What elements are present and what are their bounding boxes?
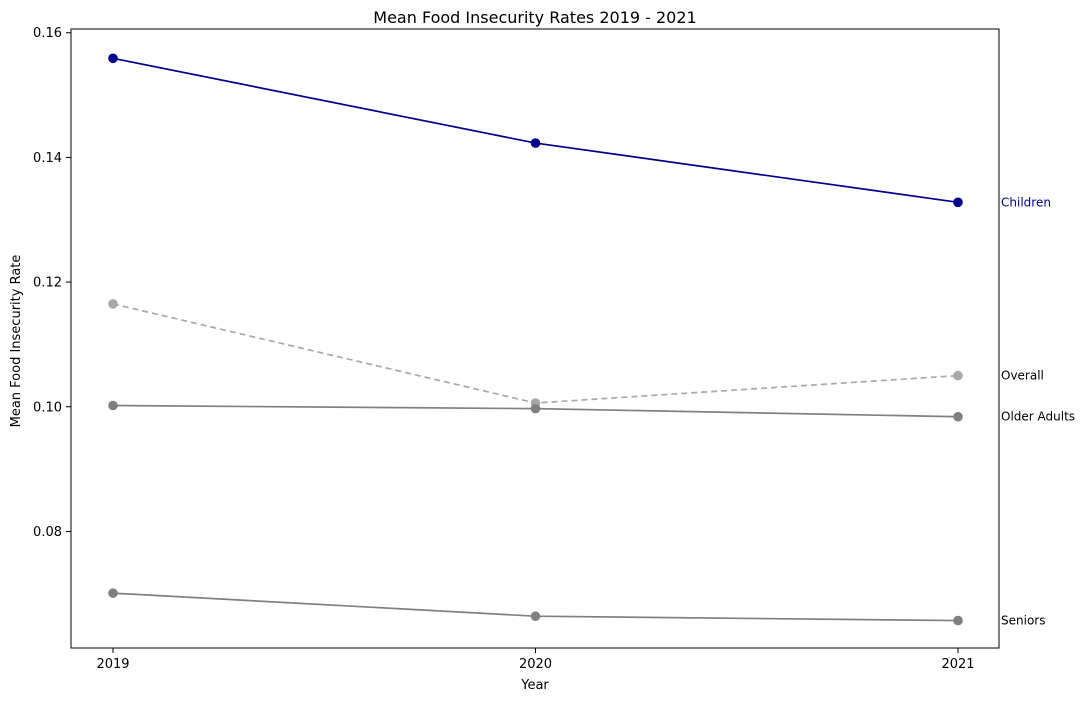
series-label-overall: Overall bbox=[1001, 369, 1044, 383]
data-point-seniors bbox=[530, 611, 541, 622]
plot-frame bbox=[70, 28, 1000, 649]
data-point-older-adults bbox=[108, 400, 118, 411]
x-axis-label: Year bbox=[520, 678, 549, 693]
series-label-seniors: Seniors bbox=[1001, 614, 1045, 628]
y-tick-label: 0.16 bbox=[33, 26, 62, 41]
x-tick-label: 2019 bbox=[96, 657, 129, 672]
y-axis-label: Mean Food Insecurity Rate bbox=[9, 255, 24, 428]
y-tick-label: 0.10 bbox=[33, 400, 62, 415]
y-tick-label: 0.08 bbox=[33, 525, 62, 540]
chart-title: Mean Food Insecurity Rates 2019 - 2021 bbox=[373, 8, 696, 27]
series-line-children bbox=[112, 57, 959, 204]
data-point-older-adults bbox=[953, 411, 963, 422]
data-point-seniors bbox=[108, 588, 118, 598]
data-point-children bbox=[108, 53, 118, 64]
y-tick-label: 0.12 bbox=[33, 276, 62, 291]
x-tick-label: 2021 bbox=[941, 657, 974, 672]
data-point-overall bbox=[108, 299, 118, 309]
data-point-overall bbox=[953, 370, 963, 381]
data-point-seniors bbox=[953, 615, 963, 626]
x-tick-label: 2020 bbox=[519, 657, 552, 672]
data-point-children bbox=[530, 138, 541, 148]
y-tick-label: 0.14 bbox=[33, 151, 62, 166]
data-point-older-adults bbox=[530, 403, 541, 414]
data-point-children bbox=[953, 197, 963, 208]
series-label-older-adults: Older Adults bbox=[1001, 410, 1075, 424]
series-line-overall bbox=[112, 303, 959, 404]
plot-area: 0.08 0.10 0.12 0.14 0.16 2019 2020 2021 Children… bbox=[33, 26, 1075, 672]
series-label-children: Children bbox=[1001, 195, 1051, 209]
